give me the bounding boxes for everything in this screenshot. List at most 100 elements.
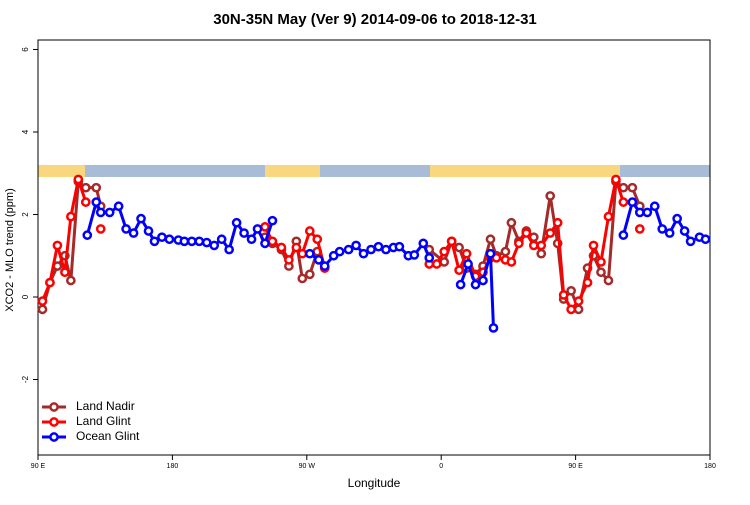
- data-point: [66, 275, 76, 286]
- data-point: [252, 224, 263, 234]
- data-point: [478, 275, 488, 286]
- data-point: [672, 213, 682, 224]
- data-point: [143, 226, 154, 236]
- legend-label: Land Nadir: [76, 399, 135, 413]
- data-point: [649, 201, 660, 212]
- legend-label: Ocean Glint: [76, 429, 140, 443]
- data-point: [201, 237, 212, 248]
- plot-frame: [37, 39, 711, 456]
- data-point: [536, 240, 547, 251]
- data-point: [334, 246, 345, 257]
- data-point: [446, 236, 457, 247]
- data-point: [297, 248, 308, 259]
- data-point: [128, 228, 139, 238]
- data-point: [588, 240, 599, 251]
- data-point: [418, 238, 429, 249]
- ocean-strip: [320, 165, 430, 177]
- x-axis-label: Longitude: [348, 476, 401, 490]
- data-point: [239, 228, 249, 238]
- data-point: [461, 248, 472, 259]
- land-strip: [38, 165, 85, 177]
- data-point: [121, 224, 131, 234]
- data-point: [603, 275, 614, 286]
- data-point: [603, 211, 614, 222]
- data-point: [685, 236, 696, 247]
- data-point: [291, 242, 302, 253]
- data-point: [260, 222, 270, 232]
- data-point: [506, 257, 517, 267]
- legend-label: Land Glint: [76, 414, 131, 428]
- data-point: [194, 236, 205, 247]
- x-tick-label: 90 E: [568, 463, 583, 470]
- data-point: [60, 267, 70, 278]
- data-point: [424, 252, 435, 263]
- legend-swatch-point: [49, 432, 59, 442]
- data-point: [186, 236, 197, 247]
- data-point: [454, 265, 464, 276]
- data-point: [80, 182, 91, 193]
- data-point: [351, 240, 361, 251]
- data-point: [439, 246, 450, 257]
- land-strip: [265, 165, 320, 177]
- data-point: [304, 226, 315, 236]
- data-point: [634, 224, 645, 234]
- land-ocean-band: [38, 165, 710, 177]
- legend-swatch-point: [49, 417, 59, 427]
- data-point: [500, 246, 511, 257]
- data-point: [679, 226, 690, 236]
- data-point: [485, 248, 496, 259]
- chart-title: 30N-35N May (Ver 9) 2014-09-06 to 2018-1…: [213, 11, 537, 28]
- data-point: [573, 304, 584, 315]
- ocean-strip: [85, 165, 265, 177]
- data-point: [304, 248, 315, 259]
- data-point: [313, 255, 324, 265]
- x-tick-label: 0: [439, 463, 443, 470]
- y-tick-label: 6: [21, 47, 30, 52]
- data-point: [276, 242, 287, 253]
- data-point: [358, 248, 369, 259]
- data-point: [596, 257, 606, 267]
- data-point: [267, 236, 278, 247]
- data-point: [454, 242, 464, 253]
- data-point: [618, 197, 629, 207]
- data-point: [582, 277, 593, 288]
- data-point: [37, 304, 48, 315]
- data-point: [381, 244, 391, 255]
- data-point: [566, 285, 576, 296]
- series: [82, 197, 711, 333]
- data-point: [514, 238, 524, 249]
- data-point: [343, 244, 354, 255]
- data-point: [91, 197, 102, 207]
- x-tick-label: 90 W: [299, 463, 316, 470]
- data-point: [506, 217, 517, 228]
- data-point: [566, 304, 576, 315]
- y-tick-label: -2: [21, 375, 30, 383]
- data-point: [596, 267, 606, 278]
- data-point: [231, 217, 242, 228]
- data-point: [611, 174, 621, 185]
- data-point: [488, 323, 499, 333]
- data-point: [284, 255, 294, 265]
- data-point: [209, 240, 220, 251]
- x-tick-label: 180: [167, 463, 179, 470]
- data-point: [104, 207, 115, 218]
- data-point: [536, 248, 547, 259]
- data-point: [66, 211, 76, 222]
- data-point: [545, 191, 556, 201]
- data-point: [528, 240, 539, 251]
- data-point: [136, 213, 146, 224]
- data-point: [113, 201, 124, 212]
- data-point: [95, 224, 106, 234]
- data-point: [642, 207, 653, 218]
- data-point: [149, 236, 160, 247]
- y-tick-label: 0: [21, 294, 30, 299]
- data-point: [618, 182, 629, 193]
- data-point: [216, 234, 227, 245]
- data-point: [52, 240, 63, 251]
- data-point: [463, 259, 473, 269]
- data-point: [470, 279, 481, 290]
- data-point: [366, 244, 376, 255]
- data-point: [618, 230, 629, 240]
